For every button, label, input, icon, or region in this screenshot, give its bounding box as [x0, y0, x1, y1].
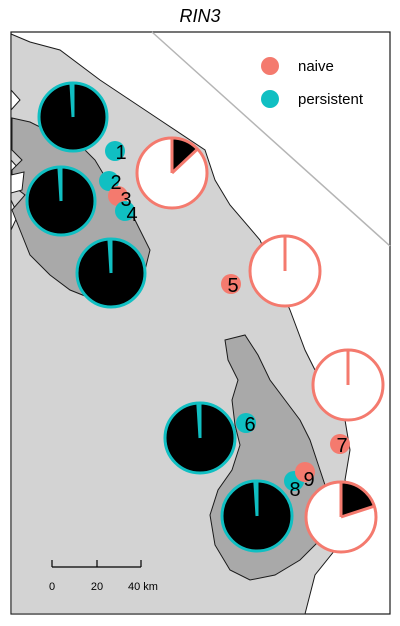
- site-point-1: [105, 141, 125, 161]
- site-point-3: [108, 186, 128, 206]
- site-label-6: 6: [244, 414, 255, 436]
- legend-persistent-marker: [261, 90, 279, 108]
- site-label-8: 8: [289, 479, 300, 501]
- site-point-9: [295, 462, 315, 482]
- pie-rim: [311, 348, 385, 422]
- pie-rim: [248, 234, 322, 308]
- scale-label-20: 20: [91, 581, 103, 593]
- site-label-9: 9: [303, 469, 314, 491]
- site-label-7: 7: [336, 435, 347, 457]
- legend: naive persistent: [261, 57, 364, 108]
- pie-rim: [220, 479, 294, 553]
- pie-divider: [340, 504, 375, 519]
- legend-naive-label: naive: [298, 58, 334, 75]
- site-label-5: 5: [227, 275, 238, 297]
- site-point-6: [236, 413, 256, 433]
- map-title: RIN3: [179, 6, 220, 26]
- site-point-7: [330, 434, 350, 454]
- pie-chart-7: [248, 234, 322, 308]
- pie-chart-6: [135, 136, 209, 210]
- pie-rim: [304, 480, 378, 554]
- pie-rim: [163, 401, 237, 475]
- site-point-2: [99, 171, 119, 191]
- scale-label-40: 40 km: [128, 581, 158, 593]
- pie-rim: [37, 81, 109, 153]
- pie-rim: [75, 237, 147, 309]
- site-label-4: 4: [126, 204, 137, 226]
- legend-persistent-label: persistent: [298, 91, 364, 108]
- site-label-1: 1: [115, 142, 126, 164]
- pie-chart-9: [304, 480, 378, 554]
- pie-chart-2: [25, 165, 97, 237]
- site-point-4: [115, 201, 135, 221]
- pie-chart-1: [37, 81, 109, 153]
- pie-chart-5: [220, 479, 294, 553]
- scale-label-0: 0: [49, 581, 55, 593]
- site-label-3: 3: [120, 189, 131, 211]
- pie-chart-3: [75, 237, 147, 309]
- scale-bar: 0 20 40 km: [49, 560, 158, 593]
- pie-slice-black: [172, 138, 198, 173]
- pie-divider: [170, 147, 199, 175]
- pie-rim: [135, 136, 209, 210]
- site-label-2: 2: [110, 172, 121, 194]
- pie-rim: [25, 165, 97, 237]
- coast-notch: [10, 171, 25, 194]
- pie-chart-8: [311, 348, 385, 422]
- pie-chart-4: [163, 401, 237, 475]
- site-point-5: [221, 274, 241, 294]
- boundary-line: [151, 31, 391, 247]
- legend-naive-marker: [261, 57, 279, 75]
